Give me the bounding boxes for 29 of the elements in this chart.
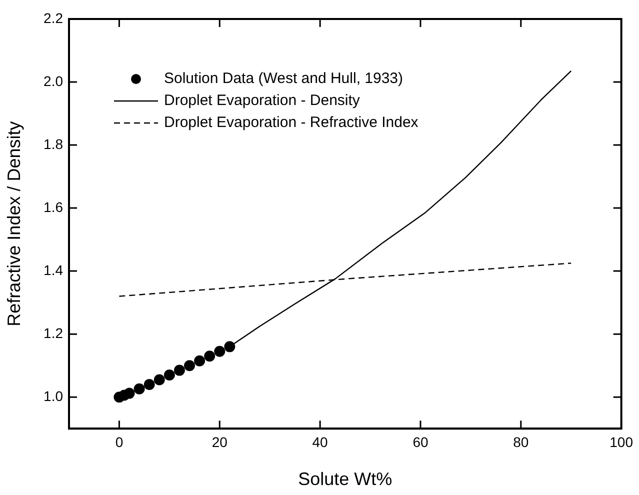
legend-label: Droplet Evaporation - Density: [164, 92, 360, 110]
y-axis-title: Refractive Index / Density: [4, 121, 24, 326]
point: [154, 374, 165, 386]
point: [204, 350, 216, 362]
x-tick-label: 0: [115, 434, 124, 450]
y-tick-label: 1.0: [44, 388, 64, 404]
x-axis-title: Solute Wt%: [298, 469, 392, 490]
point: [224, 341, 236, 352]
point: [214, 346, 226, 357]
legend-label: Droplet Evaporation - Refractive Index: [164, 114, 419, 132]
x-tick-label: 20: [212, 434, 228, 450]
point: [174, 364, 185, 376]
x-tick-label: 60: [412, 434, 428, 450]
point: [164, 370, 175, 381]
y-tick-label: 2.0: [44, 72, 64, 89]
point: [184, 360, 196, 372]
y-tick-label: 1.6: [44, 198, 64, 215]
y-tick-label: 2.2: [44, 10, 64, 26]
point: [194, 355, 206, 366]
point: [124, 388, 135, 399]
point: [144, 378, 155, 390]
y-tick-label: 1.4: [44, 262, 64, 278]
y-tick-label: 1.2: [44, 324, 64, 341]
x-tick-label: 100: [610, 434, 634, 450]
legend-label: Solution Data (West and Hull, 1933): [164, 70, 404, 88]
y-tick-label: 1.8: [44, 136, 64, 152]
x-tick-label: 40: [312, 434, 328, 450]
x-tick-label: 80: [513, 434, 529, 450]
point: [134, 383, 145, 394]
